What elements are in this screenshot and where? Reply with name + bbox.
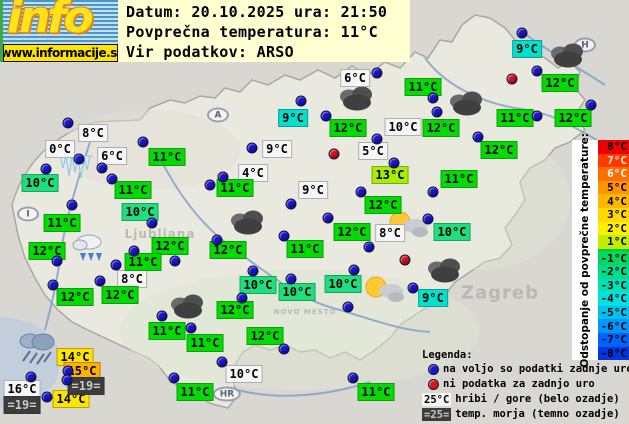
scale-entry: -7°C bbox=[598, 332, 629, 347]
header-source-line: Vir podatkov: ARSO bbox=[126, 43, 294, 61]
left-edge-strip bbox=[0, 0, 3, 62]
scale-entry: -3°C bbox=[598, 278, 629, 293]
scale-entry: 8°C bbox=[598, 140, 629, 154]
scale-entry bbox=[598, 248, 629, 252]
legend-item-text: ni podatka za zadnjo uro bbox=[443, 378, 595, 390]
blue-dot-icon bbox=[428, 364, 439, 375]
header-info-box: Datum: 20.10.2025 ura: 21:50 Povprečna t… bbox=[118, 0, 410, 62]
scale-title-strip: Odstopanje od povprečne temperature: bbox=[572, 133, 598, 367]
red-dot-icon bbox=[428, 379, 439, 390]
scale-entry: -5°C bbox=[598, 305, 629, 320]
legend-item-text: temp. morja (temno ozadje) bbox=[455, 408, 620, 420]
scale-entry: -6°C bbox=[598, 319, 629, 333]
scale-entry: 7°C bbox=[598, 153, 629, 168]
scale-entry: 5°C bbox=[598, 180, 629, 195]
legend-item: =25= temp. morja (temno ozadje) bbox=[422, 407, 629, 422]
scale-entry: 4°C bbox=[598, 194, 629, 208]
temperature-deviation-scale: 8°C 7°C 6°C 5°C 4°C 3°C 2°C 1°C -1°C -2°C -3°C -4°C… bbox=[598, 140, 629, 361]
header-avg-temp-line: Povprečna temperatura: 11°C bbox=[126, 23, 378, 41]
scale-entry: 2°C bbox=[598, 221, 629, 236]
header-date-line: Datum: 20.10.2025 ura: 21:50 bbox=[126, 3, 388, 21]
legend-item: na voljo so podatki zadnje ure bbox=[422, 362, 629, 377]
logo-url-link[interactable]: www.informacije.si bbox=[3, 44, 118, 62]
scale-entry: 3°C bbox=[598, 207, 629, 222]
scale-entry: -4°C bbox=[598, 292, 629, 306]
legend-item: ni podatka za zadnjo uro bbox=[422, 377, 629, 392]
legend-title: Legenda: bbox=[422, 349, 473, 361]
scale-entry: 6°C bbox=[598, 167, 629, 181]
scale-entry: -2°C bbox=[598, 264, 629, 279]
dark-label-chip: =25= bbox=[422, 408, 452, 421]
white-label-chip: 25°C bbox=[422, 393, 452, 406]
scale-entry: -8°C bbox=[598, 346, 629, 361]
legend-items: na voljo so podatki zadnje ure ni podatka… bbox=[422, 362, 629, 422]
scale-entry: -1°C bbox=[598, 251, 629, 265]
legend-item-text: na voljo so podatki zadnje ure bbox=[443, 363, 629, 375]
legend-item: 25°C hribi / gore (belo ozadje) bbox=[422, 392, 629, 407]
scale-entry: 1°C bbox=[598, 235, 629, 249]
map-legend: Legenda: na voljo so podatki zadnje ure n… bbox=[422, 348, 629, 422]
logo-text: info bbox=[7, 0, 94, 43]
legend-item-text: hribi / gore (belo ozadje) bbox=[455, 393, 620, 405]
scale-title: Odstopanje od povprečne temperature: bbox=[579, 132, 591, 368]
site-logo: info www.informacije.si bbox=[3, 0, 118, 62]
